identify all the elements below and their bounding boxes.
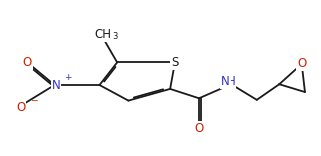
Text: 3: 3	[112, 32, 117, 41]
Text: O: O	[297, 57, 306, 71]
Text: H: H	[227, 75, 236, 88]
Text: +: +	[64, 73, 71, 83]
Text: O: O	[195, 122, 204, 135]
Text: N: N	[52, 78, 61, 92]
Text: N: N	[221, 75, 230, 88]
Text: S: S	[171, 56, 178, 69]
Text: −: −	[30, 95, 38, 104]
Text: CH: CH	[94, 28, 111, 41]
Text: O: O	[16, 101, 25, 114]
Text: O: O	[23, 56, 32, 69]
